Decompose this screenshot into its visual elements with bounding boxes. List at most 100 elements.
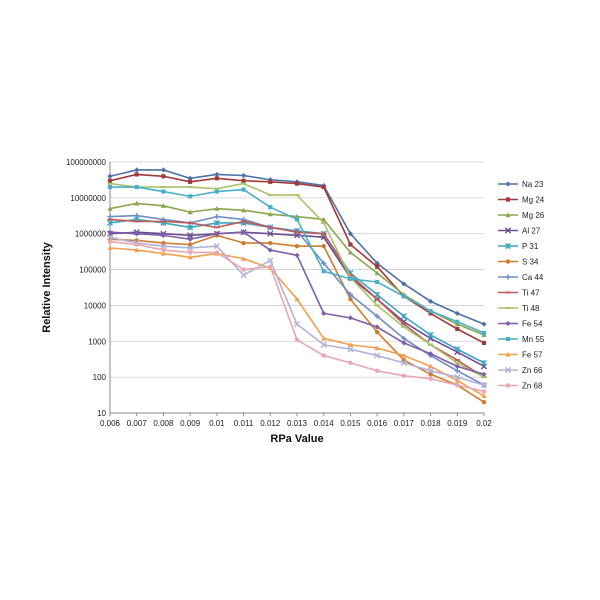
point-fe-54-8 bbox=[321, 310, 327, 316]
point-ca-44-13 bbox=[454, 368, 460, 374]
x-tick-label-0: 0.006 bbox=[100, 419, 121, 428]
y-tick-label-0: 10 bbox=[97, 409, 106, 418]
point-mn-55-8 bbox=[321, 269, 326, 274]
point-fe-54-5 bbox=[240, 229, 247, 235]
point-na-23-2 bbox=[160, 167, 167, 173]
point-mg-24-10 bbox=[375, 264, 380, 269]
point-zn-66-3 bbox=[187, 244, 194, 252]
point-fe-54-11 bbox=[401, 340, 407, 346]
point-mn-55-1 bbox=[134, 184, 139, 190]
x-tick-label-2: 0.008 bbox=[153, 419, 174, 428]
point-fe-54-10 bbox=[374, 324, 380, 330]
point-ca-44-1 bbox=[134, 213, 140, 219]
point-na-23-1 bbox=[134, 167, 140, 173]
point-mg-26-8 bbox=[321, 216, 327, 222]
legend-item-mn-55: Mn 55 bbox=[498, 335, 545, 344]
point-mn-55-4 bbox=[214, 189, 219, 194]
legend-item-mg-26: Mg 26 bbox=[498, 211, 545, 220]
point-mg-26-3 bbox=[187, 209, 193, 215]
legend-item-ti-48: Ti 48 bbox=[498, 304, 540, 313]
point-mn-55-5 bbox=[241, 187, 246, 192]
legend: Na 23 Mg 24 Mg 26 Al 27 P 31 S 34 Ca 44 Ti 47 Ti… bbox=[498, 180, 545, 391]
x-tick-label-8: 0.014 bbox=[314, 419, 335, 428]
point-na-23-5 bbox=[240, 172, 247, 179]
point-s-34-14 bbox=[481, 399, 487, 405]
series-fe-54 bbox=[107, 229, 487, 377]
legend-label-na-23: Na 23 bbox=[522, 180, 544, 189]
point-mn-55-7 bbox=[294, 217, 300, 222]
point-fe-54-13 bbox=[454, 363, 460, 369]
x-tick-label-5: 0.011 bbox=[234, 419, 254, 428]
point-mn-55-11 bbox=[401, 294, 406, 299]
point-mg-24-0 bbox=[107, 178, 113, 183]
point-fe-57-7 bbox=[294, 296, 300, 302]
y-tick-labels: 10 100 1000 10000 100000 1000000 10000000 10000… bbox=[66, 158, 107, 418]
legend-marker-mg-24 bbox=[505, 197, 511, 202]
legend-marker-na-23 bbox=[505, 181, 511, 187]
point-ca-44-11 bbox=[401, 335, 407, 342]
legend-label-fe-54: Fe 54 bbox=[522, 320, 543, 329]
point-fe-57-9 bbox=[347, 342, 354, 347]
point-zn-68-4 bbox=[214, 250, 220, 255]
point-s-34-10 bbox=[374, 329, 380, 335]
point-mg-24-5 bbox=[241, 178, 246, 183]
legend-marker-fe-54 bbox=[505, 320, 511, 327]
point-ca-44-10 bbox=[374, 313, 380, 319]
legend-label-ca-44: Ca 44 bbox=[522, 273, 544, 282]
point-zn-66-14 bbox=[480, 382, 488, 389]
point-fe-57-2 bbox=[160, 250, 167, 256]
point-s-34-12 bbox=[428, 372, 433, 377]
point-mg-24-1 bbox=[134, 172, 139, 177]
point-mg-26-5 bbox=[240, 207, 247, 213]
x-tick-label-11: 0.017 bbox=[394, 419, 415, 428]
x-tick-label-9: 0.015 bbox=[340, 419, 361, 428]
point-mn-55-9 bbox=[348, 276, 353, 281]
point-p-31-13 bbox=[454, 346, 461, 353]
legend-label-fe-57: Fe 57 bbox=[522, 351, 543, 360]
point-ca-44-8 bbox=[321, 260, 327, 266]
point-p-31-14 bbox=[480, 359, 488, 366]
x-tick-label-14: 0.02 bbox=[476, 419, 492, 428]
point-p-31-12 bbox=[427, 331, 434, 339]
y-tick-label-1: 100 bbox=[93, 373, 107, 382]
legend-marker-fe-57 bbox=[505, 351, 511, 357]
point-na-23-10 bbox=[374, 260, 380, 266]
point-fe-54-2 bbox=[160, 232, 167, 238]
point-zn-68-6 bbox=[268, 264, 273, 269]
legend-item-zn-68: Zn 68 bbox=[498, 382, 543, 391]
point-mg-24-8 bbox=[321, 184, 326, 190]
series-mn-55 bbox=[107, 184, 487, 336]
point-zn-66-11 bbox=[400, 359, 407, 366]
legend-label-mg-24: Mg 24 bbox=[522, 196, 545, 205]
point-mg-24-13 bbox=[455, 326, 460, 332]
x-tick-label-3: 0.009 bbox=[180, 419, 201, 428]
legend-marker-zn-68 bbox=[505, 383, 511, 388]
legend-marker-mg-26 bbox=[505, 212, 511, 218]
point-mn-55-14 bbox=[481, 330, 487, 336]
x-tick-label-4: 0.01 bbox=[209, 419, 225, 428]
y-tick-label-2: 1000 bbox=[88, 337, 106, 346]
point-zn-66-8 bbox=[320, 341, 327, 348]
legend-item-al-27: Al 27 bbox=[498, 227, 541, 236]
point-fe-54-0 bbox=[107, 229, 113, 235]
point-na-23-12 bbox=[427, 298, 434, 304]
point-fe-57-8 bbox=[321, 335, 327, 341]
x-axis-title: RPa Value bbox=[270, 433, 323, 445]
point-ca-44-9 bbox=[347, 292, 354, 298]
legend-item-fe-54: Fe 54 bbox=[498, 320, 543, 329]
point-zn-66-13 bbox=[454, 374, 461, 381]
point-zn-68-1 bbox=[134, 242, 139, 247]
point-zn-66-7 bbox=[293, 321, 301, 328]
point-na-23-11 bbox=[401, 281, 407, 287]
x-tick-label-10: 0.016 bbox=[367, 419, 388, 428]
point-s-34-5 bbox=[241, 240, 246, 246]
point-mg-26-0 bbox=[107, 206, 113, 211]
point-fe-57-13 bbox=[454, 378, 460, 383]
point-mn-55-6 bbox=[268, 205, 273, 210]
point-s-34-6 bbox=[268, 240, 273, 246]
legend-label-p-31: P 31 bbox=[522, 242, 539, 251]
point-fe-54-7 bbox=[294, 252, 300, 258]
y-tick-label-3: 10000 bbox=[84, 301, 107, 310]
point-fe-57-0 bbox=[107, 245, 113, 251]
